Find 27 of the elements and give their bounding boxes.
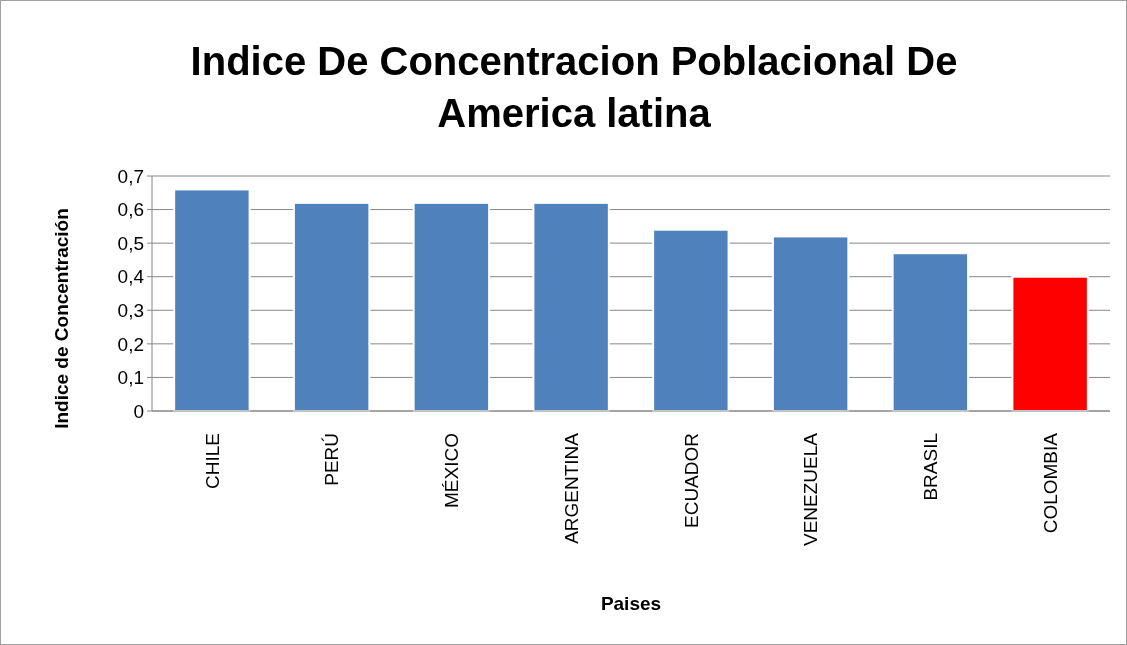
bar	[891, 252, 970, 412]
y-tick-label: 0,3	[117, 299, 144, 321]
bar	[652, 228, 730, 412]
bar	[532, 201, 610, 412]
x-tick-label: ECUADOR	[680, 433, 702, 529]
bar	[292, 201, 371, 412]
bar	[1011, 275, 1089, 412]
chart-title: Indice De Concentracion Poblacional De America latina	[190, 39, 958, 135]
x-tick-label: ARGENTINA	[560, 432, 582, 544]
y-axis-title: Indice de Concentración	[51, 208, 72, 429]
bar	[412, 201, 491, 412]
y-tick-label: 0,4	[117, 266, 145, 288]
y-tick-label: 0	[133, 400, 144, 422]
bar	[173, 188, 251, 412]
bar	[771, 235, 850, 412]
x-tick-label: VENEZUELA	[800, 432, 822, 546]
y-tick-label: 0,7	[117, 165, 144, 187]
x-tick-label: COLOMBIA	[1039, 432, 1061, 534]
y-tick-label: 0,5	[117, 232, 144, 254]
x-tick-label: BRASIL	[920, 433, 942, 501]
x-tick-label: CHILE	[201, 433, 223, 489]
y-tick-label: 0,2	[117, 333, 144, 355]
x-tick-label: PERÚ	[321, 433, 343, 486]
y-tick-label: 0,6	[117, 199, 144, 221]
x-axis-title: Paises	[600, 593, 662, 614]
x-tick-label: MÉXICO	[441, 433, 463, 508]
y-tick-label: 0,1	[117, 367, 144, 389]
